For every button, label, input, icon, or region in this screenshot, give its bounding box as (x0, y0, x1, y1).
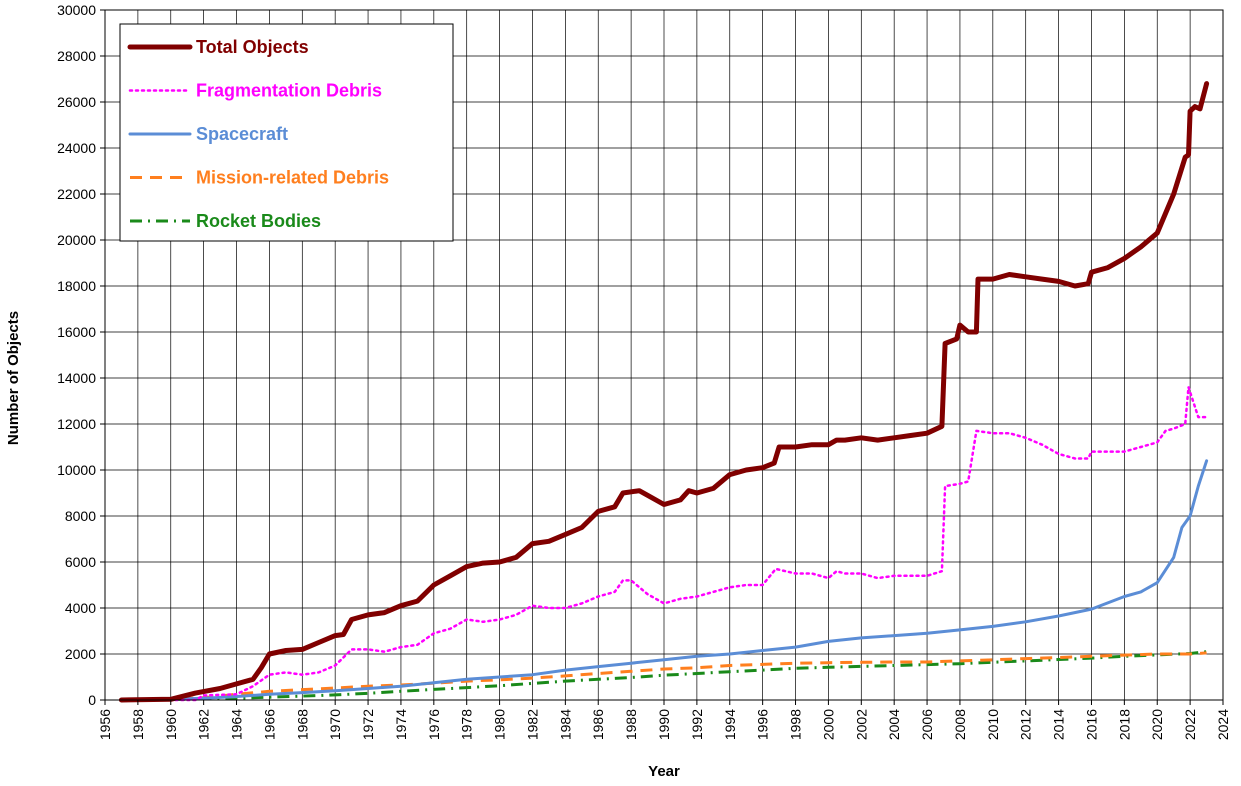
x-tick-label: 1978 (459, 709, 475, 740)
y-tick-label: 18000 (57, 278, 96, 294)
x-tick-label: 2014 (1051, 709, 1067, 740)
y-tick-label: 26000 (57, 94, 96, 110)
x-tick-label: 1976 (426, 709, 442, 740)
y-tick-label: 24000 (57, 140, 96, 156)
x-axis-ticks: 1956 1958 1960 1962 1964 1966 1968 1970 1972 1974… (97, 700, 1231, 740)
y-tick-label: 20000 (57, 232, 96, 248)
x-tick-label: 1990 (656, 709, 672, 740)
legend-label: Rocket Bodies (196, 211, 321, 231)
x-tick-label: 1970 (327, 709, 343, 740)
x-tick-label: 1964 (229, 709, 245, 740)
x-tick-label: 2022 (1182, 709, 1198, 740)
legend-label: Mission-related Debris (196, 168, 389, 188)
x-tick-label: 1960 (163, 709, 179, 740)
x-tick-label: 1994 (722, 709, 738, 740)
x-tick-label: 2004 (886, 709, 902, 740)
legend-label: Spacecraft (196, 124, 288, 144)
x-tick-label: 2000 (820, 709, 836, 740)
y-tick-label: 2000 (65, 646, 96, 662)
legend-label: Fragmentation Debris (196, 81, 382, 101)
x-tick-label: 1972 (360, 709, 376, 740)
x-tick-label: 2008 (952, 709, 968, 740)
y-tick-label: 30000 (57, 2, 96, 18)
x-tick-label: 1974 (393, 709, 409, 740)
x-tick-label: 1996 (755, 709, 771, 740)
y-tick-label: 4000 (65, 600, 96, 616)
x-tick-label: 2018 (1116, 709, 1132, 740)
x-tick-label: 2010 (985, 709, 1001, 740)
y-tick-label: 12000 (57, 416, 96, 432)
y-tick-label: 16000 (57, 324, 96, 340)
x-tick-label: 1992 (689, 709, 705, 740)
x-tick-label: 2002 (853, 709, 869, 740)
x-tick-label: 1998 (788, 709, 804, 740)
y-tick-label: 14000 (57, 370, 96, 386)
x-tick-label: 2024 (1215, 709, 1231, 740)
y-tick-label: 8000 (65, 508, 96, 524)
y-axis-ticks: 0 2000 4000 6000 8000 10000 12000 14000 16000 180… (57, 2, 105, 708)
legend: Total Objects Fragmentation Debris Spacecr… (119, 23, 454, 242)
series-line-fragmentation-debris (120, 385, 1208, 702)
y-axis-title: Number of Objects (5, 311, 22, 445)
y-tick-label: 0 (88, 692, 96, 708)
x-tick-label: 1962 (196, 709, 212, 740)
y-tick-label: 28000 (57, 48, 96, 64)
plot-lines (118, 81, 1210, 703)
y-tick-label: 22000 (57, 186, 96, 202)
x-tick-label: 1980 (492, 709, 508, 740)
y-tick-label: 6000 (65, 554, 96, 570)
y-tick-label: 10000 (57, 462, 96, 478)
legend-label: Total Objects (196, 37, 309, 57)
x-axis-title: Year (648, 763, 680, 780)
x-tick-label: 1968 (294, 709, 310, 740)
x-tick-label: 1956 (97, 709, 113, 740)
x-tick-label: 2006 (919, 709, 935, 740)
series-line-mission-related-debris (121, 651, 1207, 702)
x-tick-label: 1986 (590, 709, 606, 740)
x-tick-label: 1958 (130, 709, 146, 740)
x-tick-label: 1988 (623, 709, 639, 740)
x-tick-label: 1984 (557, 709, 573, 740)
x-tick-label: 2012 (1018, 709, 1034, 740)
series-line-spacecraft (119, 459, 1209, 702)
x-tick-label: 2020 (1149, 709, 1165, 740)
series-line-rocket-bodies (121, 650, 1207, 702)
x-tick-label: 1966 (261, 709, 277, 740)
x-tick-label: 2016 (1083, 709, 1099, 740)
series-line-total-objects (118, 81, 1210, 703)
x-tick-label: 1982 (524, 709, 540, 740)
